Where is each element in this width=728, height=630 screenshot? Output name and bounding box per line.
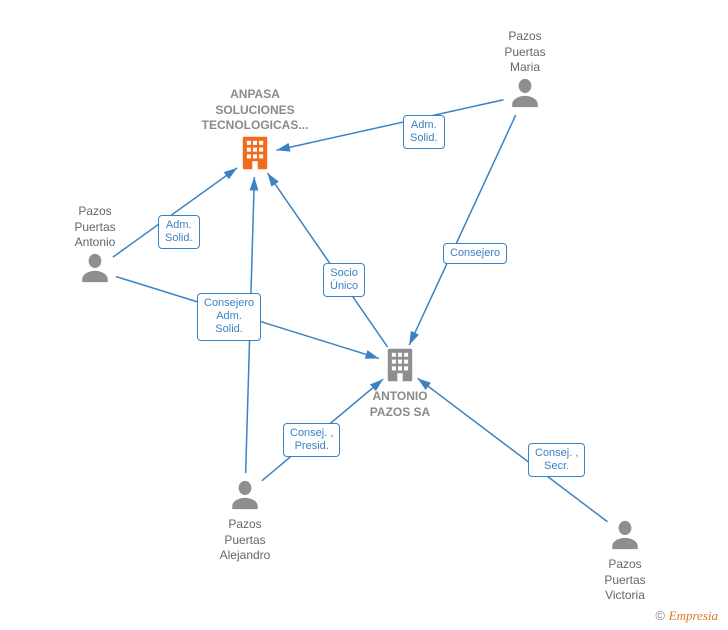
person-icon <box>35 251 155 290</box>
edge-label-antonio-anpasa: Adm. Solid. <box>158 215 200 249</box>
node-label: ANTONIO PAZOS SA <box>340 389 460 420</box>
edge-antonio_sa-anpasa <box>268 173 388 347</box>
person-icon <box>565 518 685 557</box>
node-label: ANPASA SOLUCIONES TECNOLOGICAS... <box>195 87 315 134</box>
node-label: Pazos Puertas Maria <box>465 29 585 76</box>
edge-label-antonio-antonio_sa: Consejero Adm. Solid. <box>197 293 261 341</box>
edge-maria-antonio_sa <box>409 115 516 345</box>
copyright-symbol: © <box>655 608 665 623</box>
edge-label-alejandro-antonio_sa: Consej. , Presid. <box>283 423 340 457</box>
watermark: © Empresia <box>655 608 718 624</box>
edge-label-maria-antonio_sa: Consejero <box>443 243 507 264</box>
node-label: Pazos Puertas Antonio <box>35 204 155 251</box>
building-icon <box>195 134 315 177</box>
node-victoria[interactable]: Pazos Puertas Victoria <box>565 518 685 604</box>
watermark-text: Empresia <box>669 608 718 623</box>
node-alejandro[interactable]: Pazos Puertas Alejandro <box>185 478 305 564</box>
edge-label-victoria-antonio_sa: Consej. , Secr. <box>528 443 585 477</box>
node-anpasa[interactable]: ANPASA SOLUCIONES TECNOLOGICAS... <box>195 87 315 177</box>
person-icon <box>465 76 585 115</box>
building-icon <box>340 346 460 389</box>
node-label: Pazos Puertas Alejandro <box>185 517 305 564</box>
node-antonio[interactable]: Pazos Puertas Antonio <box>35 204 155 290</box>
edge-label-antonio_sa-anpasa: Socio Único <box>323 263 365 297</box>
node-label: Pazos Puertas Victoria <box>565 557 685 604</box>
edge-label-maria-anpasa: Adm. Solid. <box>403 115 445 149</box>
node-antonio_sa[interactable]: ANTONIO PAZOS SA <box>340 346 460 420</box>
person-icon <box>185 478 305 517</box>
node-maria[interactable]: Pazos Puertas Maria <box>465 29 585 115</box>
